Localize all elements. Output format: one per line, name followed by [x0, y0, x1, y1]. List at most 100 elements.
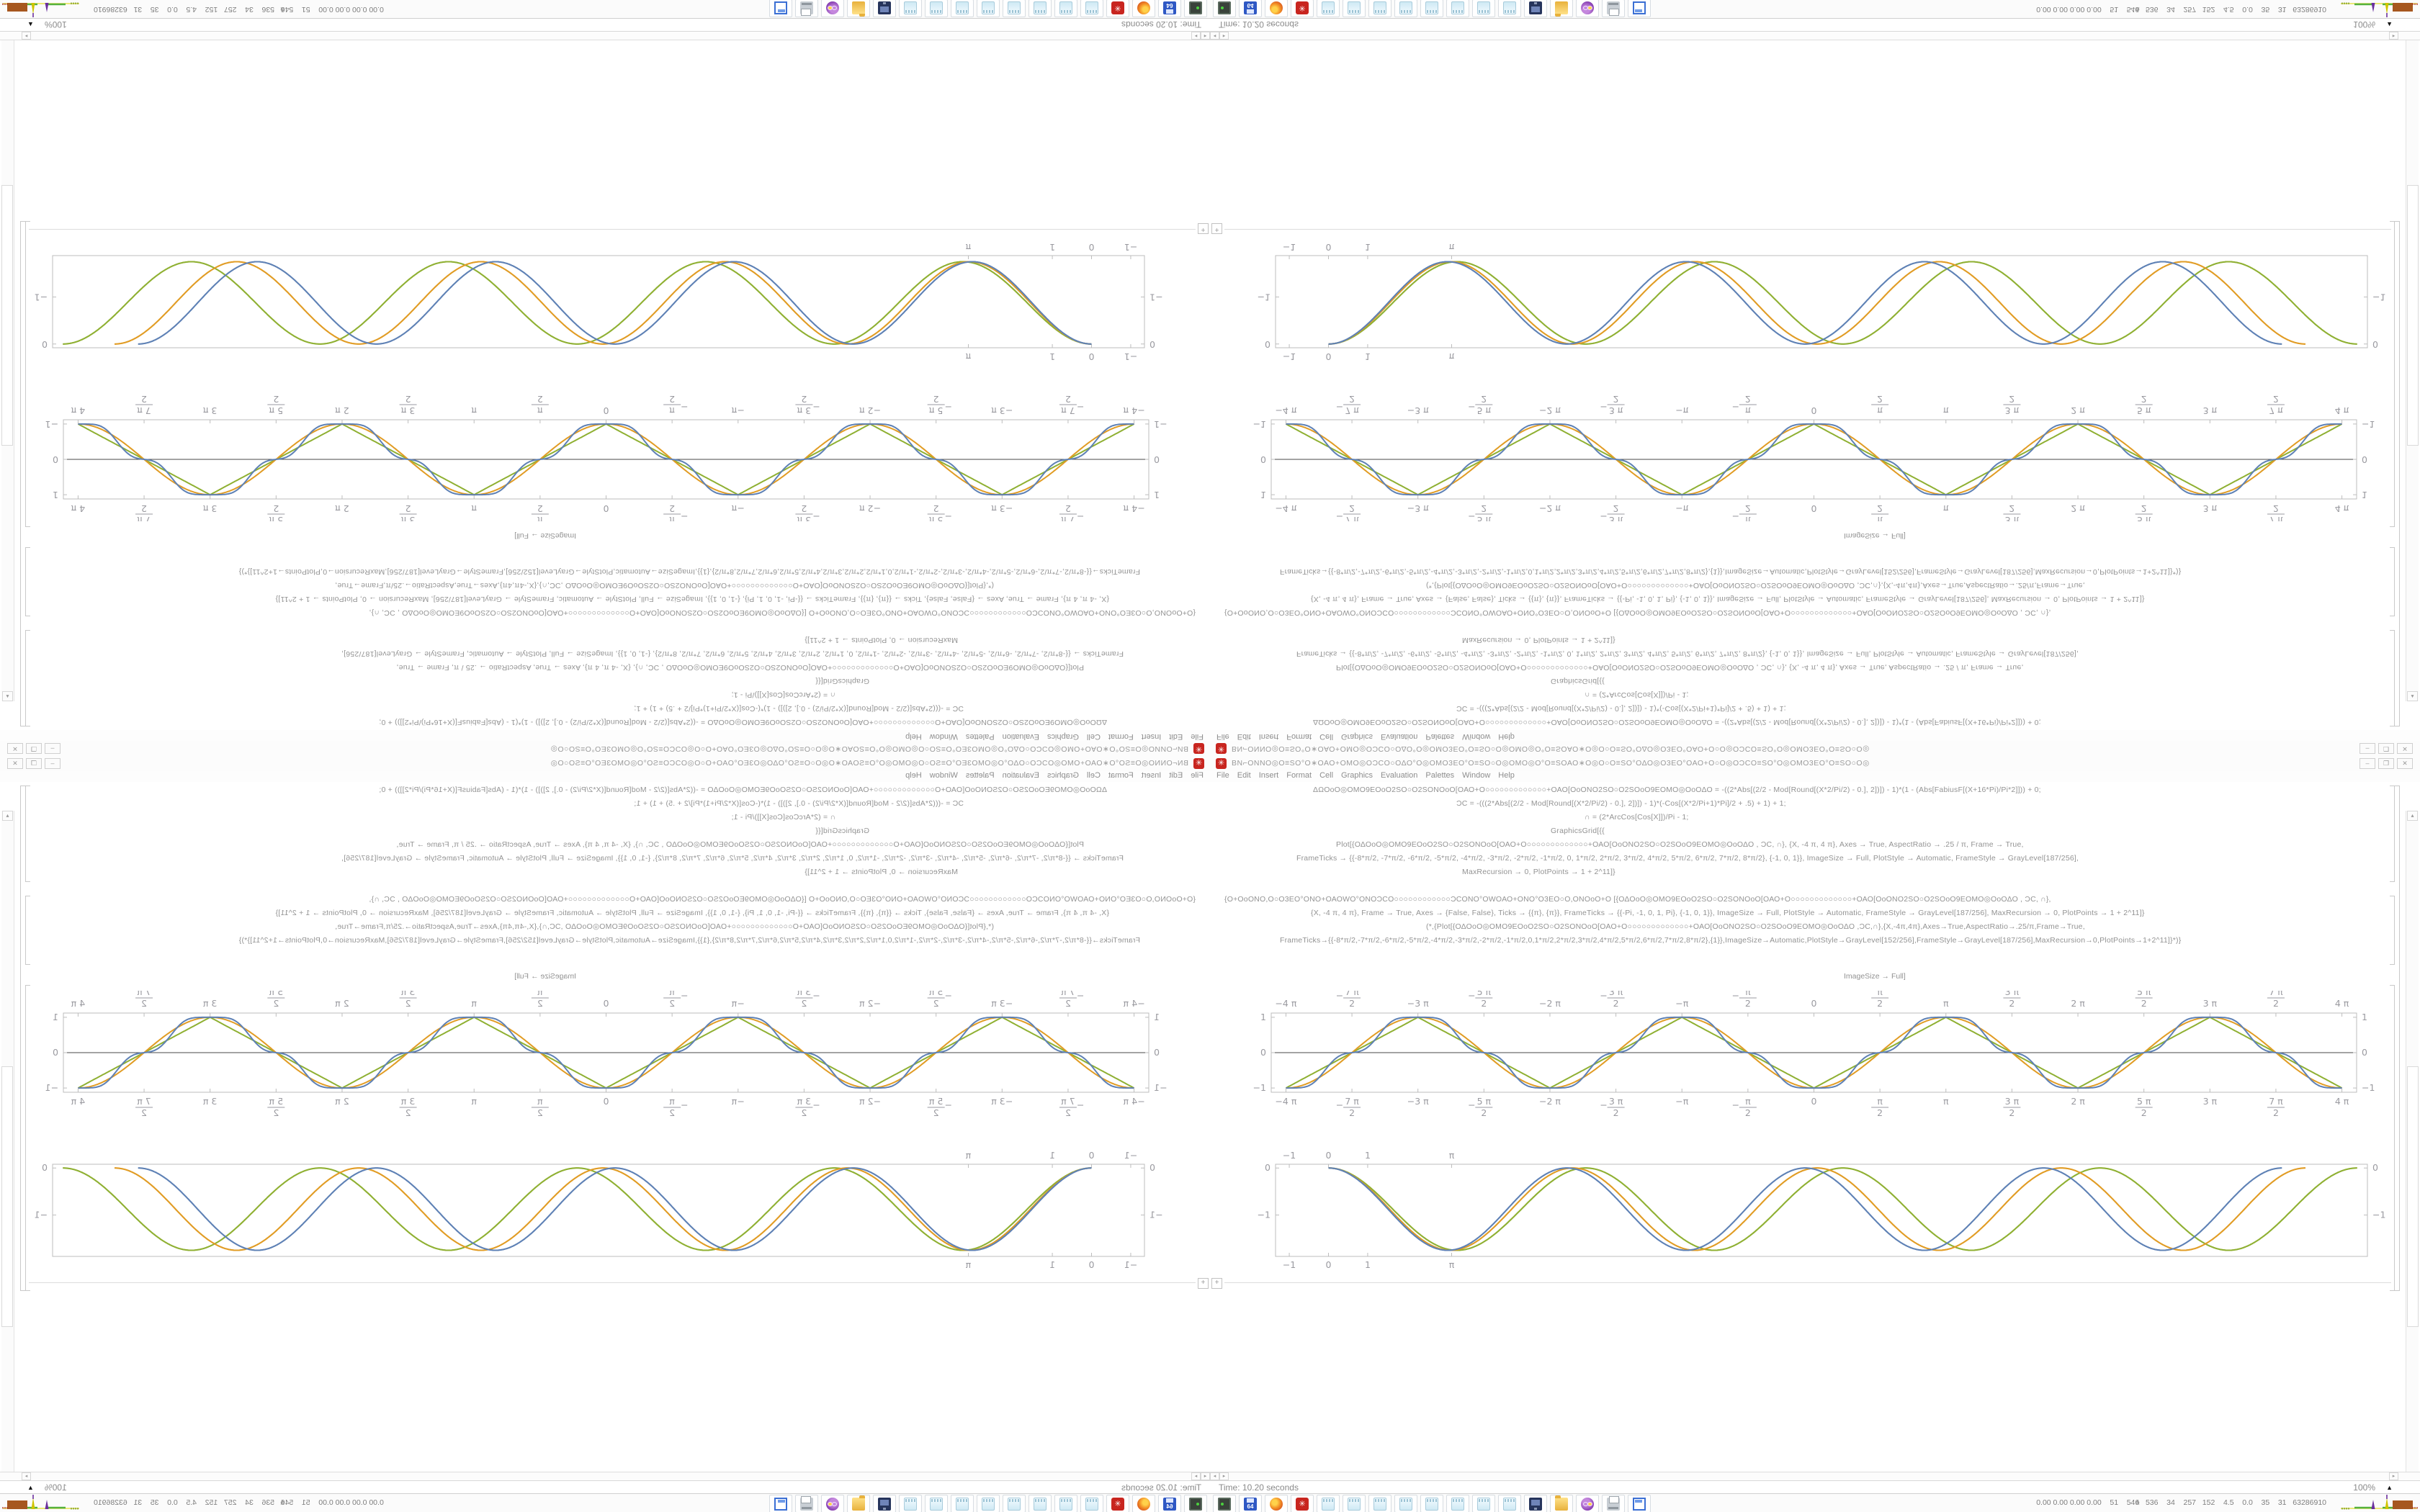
code-line[interactable]: (*,{Plot[{ΟΔΟοΟ◎ΟΜΟ9ΕΟοΟ2SΟ○Ο2SΟΝΟοΟ[ΟΑΟ…	[335, 922, 994, 931]
code-line[interactable]: ImageSize → Full]	[1844, 972, 1906, 981]
zoom-dropdown-icon[interactable]: ▲	[27, 1484, 34, 1491]
code-line[interactable]: {Ο+ΟοΟΝΟ,Ο○Ο3ΕΟ°ΟΝΟ+ΟΑΟWΟ°ΟΝΟƆCΟ○○○○○○○○…	[1224, 608, 2051, 617]
code-line[interactable]: {Ο+ΟοΟΝΟ,Ο○Ο3ΕΟ°ΟΝΟ+ΟΑΟWΟ°ΟΝΟƆCΟ○○○○○○○○…	[1224, 895, 2051, 904]
menu-evaluation[interactable]: Evaluation	[1002, 771, 1039, 780]
scroll-right-icon[interactable]: ▸	[22, 1472, 31, 1480]
taskbar-item-printer[interactable]	[795, 1495, 818, 1512]
menu-format[interactable]: Format	[1286, 732, 1312, 741]
menu-help[interactable]: Help	[1498, 771, 1515, 780]
code-line[interactable]: FrameTicks→{{-8*π/2,-7*π/2,-6*π/2,-5*π/2…	[238, 567, 1140, 576]
code-line[interactable]: MaxRecursion → 0, PlotPoints → 1 + 2^11]…	[1462, 868, 1615, 876]
code-line[interactable]: ΔΩΟοΟ◎ΟΜΟ9ΕΟοΟ2SΟ○Ο2SΟΝΟοΟ[ΟΑΟ+Ο○○○○○○○○…	[379, 718, 1107, 726]
taskbar-item-notepad[interactable]	[977, 1495, 1000, 1512]
scroll-left-icon[interactable]: ◂	[1210, 32, 1219, 40]
taskbar-item-notepad[interactable]	[1368, 0, 1392, 17]
vertical-scroll-thumb[interactable]	[1, 1066, 13, 1327]
restore-button[interactable]: ❐	[26, 743, 42, 754]
scroll-right-icon[interactable]: ▸	[1219, 1472, 1229, 1480]
menu-cell[interactable]: Cell	[1319, 732, 1334, 741]
menu-palettes[interactable]: Palettes	[965, 732, 995, 741]
code-line[interactable]: ΔΩΟοΟ◎ΟΜΟ9ΕΟοΟ2SΟ○Ο2SΟΝΟοΟ[ΟΑΟ+Ο○○○○○○○○…	[379, 786, 1107, 794]
menu-insert[interactable]: Insert	[1141, 771, 1162, 780]
taskbar-item-notepad[interactable]	[1343, 1495, 1366, 1512]
taskbar-item-notepad[interactable]	[1343, 0, 1366, 17]
scroll-right-icon[interactable]: ▸	[1219, 32, 1229, 40]
taskbar-item-notepad[interactable]	[1394, 1495, 1417, 1512]
taskbar-item-folder[interactable]	[1550, 1495, 1573, 1512]
scroll-right-icon[interactable]: ▸	[1191, 1472, 1201, 1480]
taskbar-item-monitor-cam[interactable]	[873, 1495, 896, 1512]
code-line[interactable]: {X, -4 π, 4 π}, Frame → True, Axes → {Fa…	[1311, 595, 2145, 603]
taskbar-item-notepad[interactable]	[1054, 0, 1077, 17]
taskbar-item-firefox[interactable]	[1265, 0, 1288, 17]
cell-group-bracket[interactable]	[2395, 221, 2400, 726]
code-line[interactable]: ∩ = (2*ArcCos[Cos[X]])/Pi - 1;	[731, 813, 835, 822]
close-button[interactable]: ✕	[2397, 743, 2413, 754]
output-cell-bracket[interactable]	[25, 221, 30, 527]
code-line[interactable]: {X, -4 π, 4 π}, Frame → True, Axes → {Fa…	[1311, 909, 2145, 917]
insert-plus-icon[interactable]: +	[1198, 223, 1209, 234]
insert-plus-icon[interactable]: +	[1198, 1278, 1209, 1289]
cell-group-bracket[interactable]	[20, 221, 25, 726]
scroll-left-icon[interactable]: ◂	[1201, 32, 1210, 40]
taskbar-item-pager[interactable]	[1628, 1495, 1651, 1512]
menu-edit[interactable]: Edit	[1169, 771, 1183, 780]
restore-button[interactable]: ❐	[2378, 758, 2394, 769]
menu-edit[interactable]: Edit	[1237, 771, 1251, 780]
menu-insert[interactable]: Insert	[1258, 771, 1279, 780]
taskbar-item-notepad[interactable]	[1317, 0, 1340, 17]
code-line[interactable]: (*,{Plot[{ΟΔΟοΟ◎ΟΜΟ9ΕΟοΟ2SΟ○Ο2SΟΝΟοΟ[ΟΑΟ…	[1426, 581, 2085, 590]
taskbar-item-firefox[interactable]	[1132, 1495, 1155, 1512]
cell-insert-bar[interactable]: +	[23, 1278, 1210, 1289]
close-button[interactable]: ✕	[7, 743, 23, 754]
input-cell-bracket[interactable]	[25, 547, 30, 616]
zoom-level[interactable]: 100%	[2353, 19, 2375, 30]
taskbar-item-monitor-cam[interactable]	[1524, 0, 1547, 17]
zoom-level[interactable]: 100%	[45, 1482, 67, 1493]
code-line[interactable]: ƆC = -(((2*Abs[(2/2 - Mod[Round[(X*2/Pi/…	[634, 704, 964, 713]
taskbar-item-notepad[interactable]	[1003, 0, 1026, 17]
horizontal-scrollbar[interactable]: ◂ ▸ ▸	[1210, 1472, 2420, 1481]
menu-file[interactable]: File	[1191, 771, 1204, 780]
taskbar-item-notepad[interactable]	[1472, 1495, 1495, 1512]
code-line[interactable]: {X, -4 π, 4 π}, Frame → True, Axes → {Fa…	[275, 595, 1109, 603]
scroll-right-icon[interactable]: ▸	[2389, 1472, 2398, 1480]
input-cell-bracket[interactable]	[25, 786, 30, 882]
menu-graphics[interactable]: Graphics	[1047, 732, 1079, 741]
taskbar-item-notepad[interactable]	[1054, 1495, 1077, 1512]
scroll-right-icon[interactable]: ▸	[22, 32, 31, 40]
window-titlebar[interactable]: ✳ ΒΝ⌐ΟΝΝΟ◎Ο≡SΟ°Ο∗ΟΑΟ+ΟΜΟ◎ΟƆCΟ○ΟΔΟ°Ο◎ΟΜΟ3…	[0, 756, 1210, 771]
taskbar-item-notepad[interactable]	[1028, 1495, 1052, 1512]
code-line[interactable]: MaxRecursion → 0, PlotPoints → 1 + 2^11]…	[805, 868, 958, 876]
window-titlebar[interactable]: ✳ ΒΝ⌐ΟΝΝΟ◎Ο≡SΟ°Ο∗ΟΑΟ+ΟΜΟ◎ΟƆCΟ○ΟΔΟ°Ο◎ΟΜΟ3…	[1210, 756, 2420, 771]
taskbar-item-screen-dark[interactable]	[1213, 1495, 1236, 1512]
zoom-dropdown-icon[interactable]: ▲	[27, 21, 34, 28]
code-line[interactable]: ƆC = -(((2*Abs[(2/2 - Mod[Round[(X*2/Pi/…	[1456, 704, 1786, 713]
menu-cell[interactable]: Cell	[1086, 732, 1101, 741]
menu-window[interactable]: Window	[929, 771, 958, 780]
minimize-button[interactable]: –	[2360, 743, 2375, 754]
code-line[interactable]: Plot[{ΟΔΟοΟ◎ΟΜΟ9ΕΟοΟ2SΟ○Ο2SΟΝΟοΟ[ΟΑΟ+Ο○○…	[396, 840, 1084, 849]
scroll-up-icon[interactable]: ▴	[2, 691, 13, 701]
menu-format[interactable]: Format	[1108, 732, 1134, 741]
menu-window[interactable]: Window	[929, 732, 958, 741]
vertical-scrollbar[interactable]: ▴	[2406, 16, 2419, 701]
minimize-button[interactable]: –	[2360, 758, 2375, 769]
taskbar-item-notepad[interactable]	[1420, 1495, 1443, 1512]
menu-evaluation[interactable]: Evaluation	[1381, 771, 1418, 780]
insert-plus-icon[interactable]: +	[1211, 223, 1222, 234]
taskbar-item-pager[interactable]	[769, 1495, 792, 1512]
scroll-right-icon[interactable]: ▸	[1191, 32, 1201, 40]
cell-insert-bar[interactable]: +	[1210, 223, 2397, 234]
code-line[interactable]: ImageSize → Full]	[514, 531, 576, 540]
taskbar-item-notepad[interactable]	[1472, 0, 1495, 17]
notebook-area[interactable]: ΔΩΟοΟ◎ΟΜΟ9ΕΟοΟ2SΟ○Ο2SΟΝΟοΟ[ΟΑΟ+Ο○○○○○○○○…	[1210, 782, 2420, 1496]
code-line[interactable]: ImageSize → Full]	[1844, 531, 1906, 540]
code-line[interactable]: {X, -4 π, 4 π}, Frame → True, Axes → {Fa…	[275, 909, 1109, 917]
taskbar-item-notepad[interactable]	[1003, 1495, 1026, 1512]
menu-palettes[interactable]: Palettes	[1425, 771, 1455, 780]
scroll-up-icon[interactable]: ▴	[2, 811, 13, 821]
code-line[interactable]: FrameTicks→{{-8*π/2,-7*π/2,-6*π/2,-5*π/2…	[1280, 567, 2182, 576]
taskbar-item-firefox[interactable]	[1132, 0, 1155, 17]
code-line[interactable]: FrameTicks → {{-8*π/2, -7*π/2, -6*π/2, -…	[341, 854, 1124, 863]
